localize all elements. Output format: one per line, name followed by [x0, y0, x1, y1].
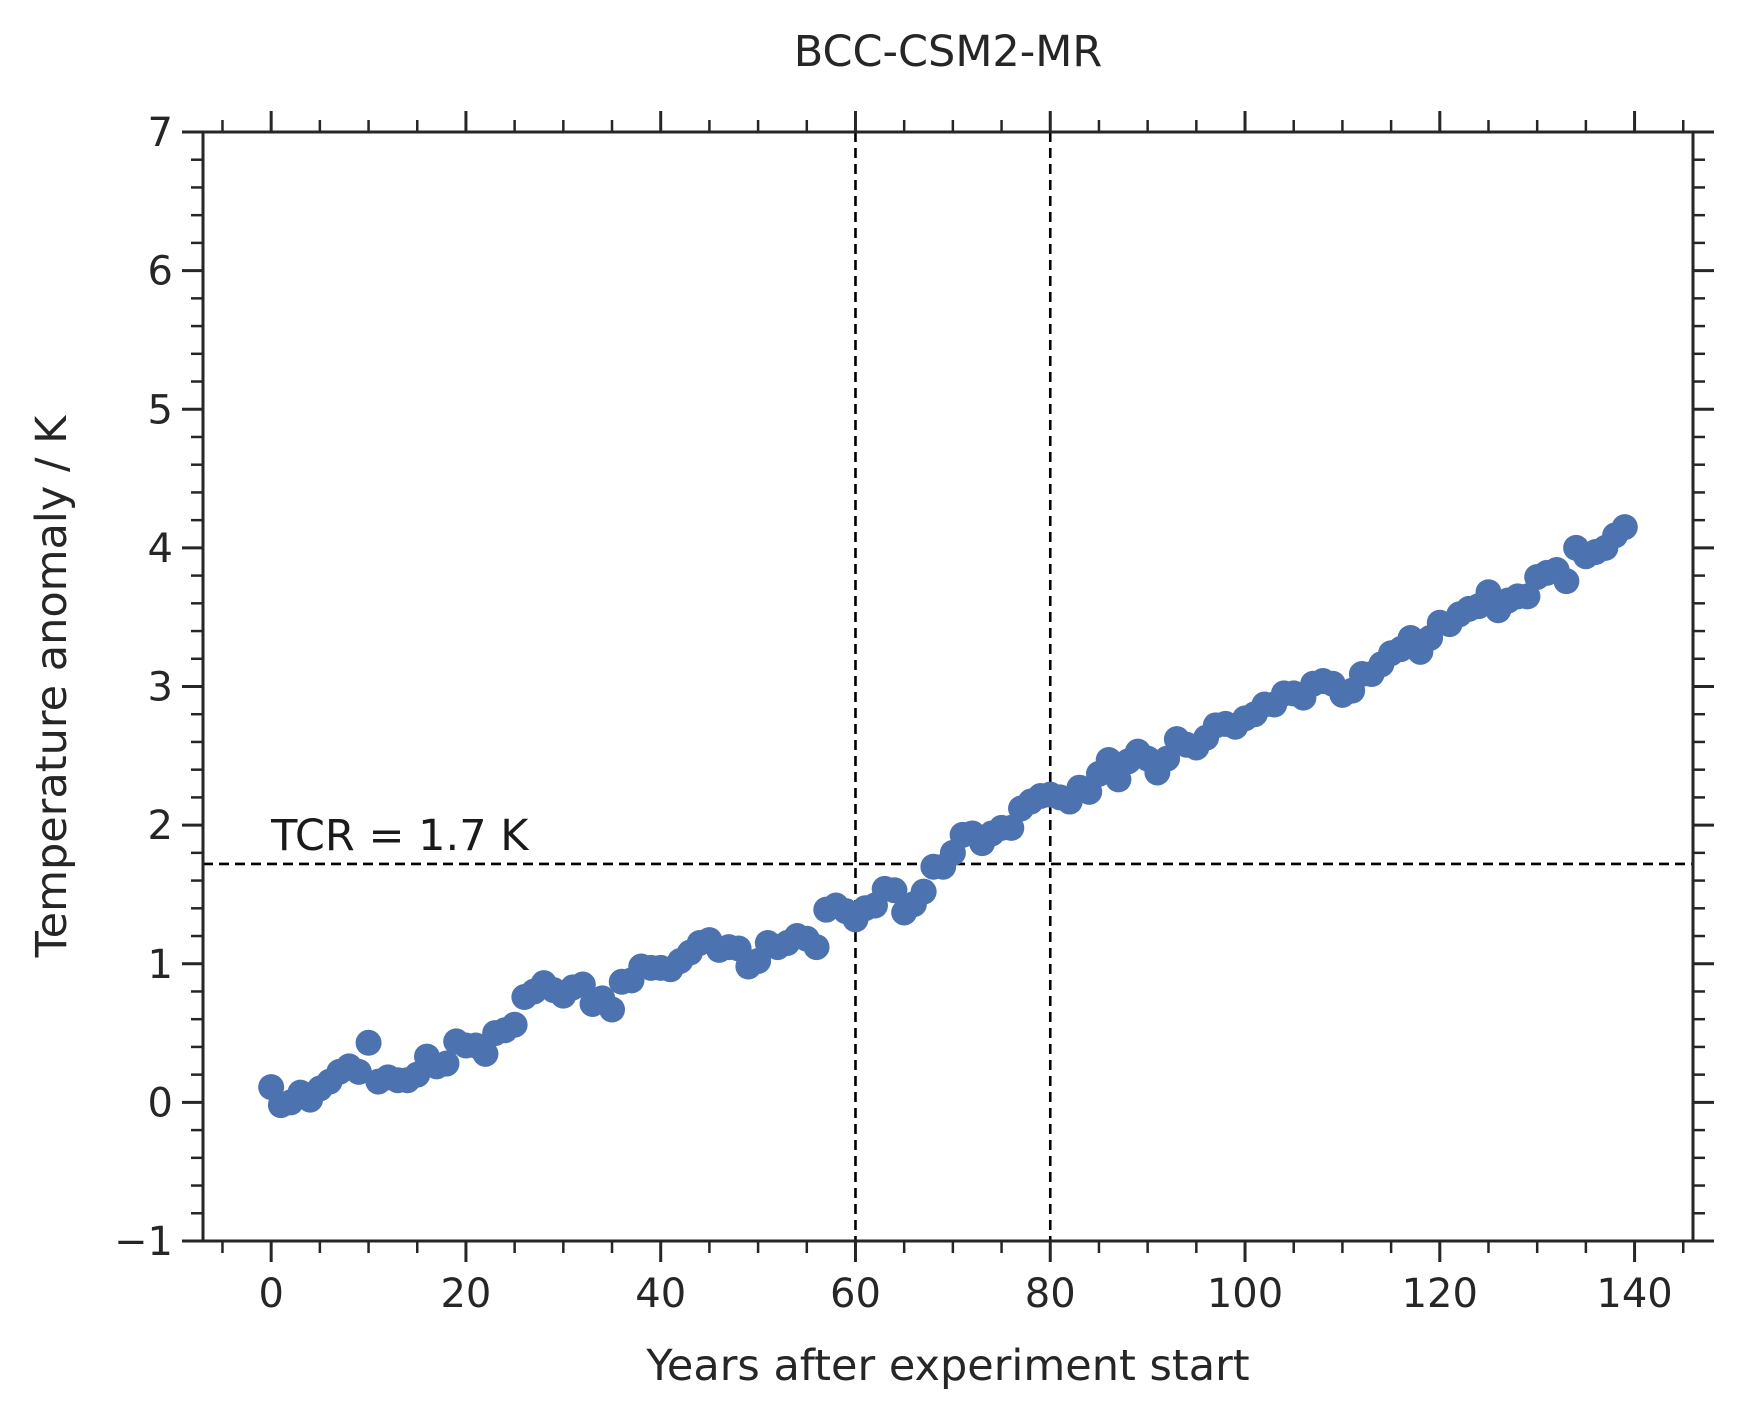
y-tick-label: 6: [148, 249, 173, 295]
tcr-annotation: TCR = 1.7 K: [270, 811, 530, 861]
y-tick-label: −1: [114, 1219, 173, 1265]
data-points: [258, 514, 1638, 1119]
y-tick-label: 1: [148, 942, 173, 988]
data-point: [910, 878, 937, 905]
x-tick-label: 100: [1207, 1271, 1283, 1317]
data-point: [1611, 514, 1638, 541]
data-point: [1514, 583, 1541, 610]
x-tick-label: 60: [830, 1271, 881, 1317]
y-tick-label: 7: [148, 110, 173, 156]
x-tick-label: 40: [635, 1271, 686, 1317]
y-tick-label: 5: [148, 387, 173, 433]
x-tick-label: 80: [1025, 1271, 1076, 1317]
axes: 0 20 40 60 80 100 120 140 −1 0 1 2 3 4 5 6 7: [114, 110, 1714, 1317]
x-tick-label: 20: [440, 1271, 491, 1317]
data-point: [345, 1058, 372, 1085]
data-point: [1095, 746, 1122, 773]
x-tick-label: 0: [258, 1271, 283, 1317]
y-tick-label: 0: [148, 1080, 173, 1126]
data-point: [1154, 745, 1181, 772]
data-point: [472, 1040, 499, 1067]
x-axis-title: Years after experiment start: [645, 1341, 1249, 1391]
data-point: [998, 814, 1025, 841]
data-point: [501, 1011, 528, 1038]
data-point: [433, 1050, 460, 1077]
x-tick-label: 120: [1402, 1271, 1478, 1317]
data-point: [599, 996, 626, 1023]
data-point: [803, 934, 830, 961]
data-point: [355, 1029, 382, 1056]
y-tick-label: 2: [148, 803, 173, 849]
y-tick-label: 3: [148, 665, 173, 711]
data-point: [569, 971, 596, 998]
data-point: [881, 877, 908, 904]
y-tick-label: 4: [148, 526, 173, 572]
y-axis-title: Temperature anomaly / K: [27, 414, 77, 958]
x-tick-label: 140: [1596, 1271, 1672, 1317]
chart-title: BCC-CSM2-MR: [794, 27, 1103, 77]
data-point: [1553, 568, 1580, 595]
